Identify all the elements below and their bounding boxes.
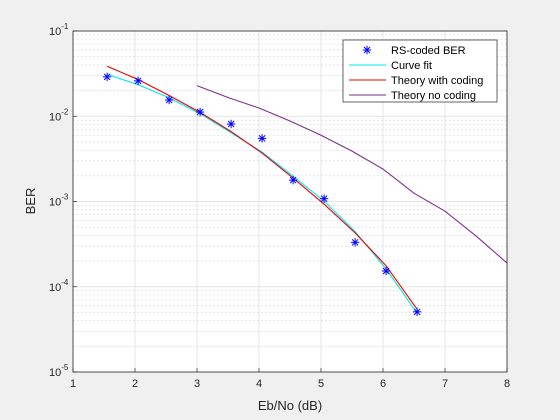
marker-stroke xyxy=(351,238,359,246)
legend-entry-theory-with-coding: Theory with coding xyxy=(349,75,483,87)
data-point xyxy=(164,95,174,105)
marker-stroke xyxy=(289,176,297,184)
x-tick-label: 7 xyxy=(442,378,448,390)
series-line-theory-with-coding xyxy=(106,65,418,310)
series-line-theory-no-coding xyxy=(196,85,508,264)
legend-entry-curve-fit: Curve fit xyxy=(349,60,432,72)
x-axis-label: Eb/No (dB) xyxy=(258,398,322,413)
marker-stroke xyxy=(134,77,142,85)
x-tick-label: 5 xyxy=(318,378,324,390)
y-tick-label: 10-3 xyxy=(49,193,69,209)
legend-label: RS-coded BER xyxy=(391,45,466,57)
marker-stroke xyxy=(227,120,235,128)
x-tick-label: 2 xyxy=(132,378,138,390)
data-point xyxy=(133,76,143,86)
data-point xyxy=(288,175,298,185)
x-tick-label: 8 xyxy=(504,378,510,390)
x-tick-label: 1 xyxy=(70,378,76,390)
y-tick-label: 10-1 xyxy=(49,22,69,38)
legend-label: Curve fit xyxy=(391,60,432,72)
marker-stroke xyxy=(258,135,266,142)
marker-stroke xyxy=(103,73,111,81)
y-tick-label: 10-5 xyxy=(49,363,69,379)
data-point xyxy=(412,307,422,317)
data-point xyxy=(257,134,267,143)
legend-label: Theory no coding xyxy=(391,90,476,102)
data-point xyxy=(319,194,329,203)
data-point xyxy=(381,266,391,276)
data-point xyxy=(350,238,360,247)
y-axis-label: BER xyxy=(23,188,38,215)
data-point xyxy=(226,119,236,129)
series-rs-coded-ber xyxy=(102,72,422,317)
x-tick-label: 6 xyxy=(380,378,386,390)
legend-marker xyxy=(362,45,372,55)
legend-entry-rs-coded-ber: RS-coded BER xyxy=(362,45,466,57)
legend-label: Theory with coding xyxy=(391,75,483,87)
marker-stroke xyxy=(413,308,421,316)
minor-grid xyxy=(73,34,507,347)
marker-stroke xyxy=(363,46,371,54)
legend: RS-coded BER Curve fit Theory with coding T… xyxy=(342,39,498,103)
data-point xyxy=(195,107,205,117)
marker-stroke xyxy=(165,96,173,104)
marker-stroke xyxy=(196,108,204,116)
y-tick-label: 10-4 xyxy=(49,278,69,294)
marker-stroke xyxy=(382,267,390,275)
y-tick-label: 10-2 xyxy=(49,107,69,123)
x-tick-label: 4 xyxy=(256,378,262,390)
legend-entry-theory-no-coding: Theory no coding xyxy=(349,90,476,102)
data-point xyxy=(102,72,112,82)
series-layer xyxy=(102,65,508,317)
marker-stroke xyxy=(320,195,328,203)
ticks-layer: 1 2 3 4 5 6 7 8 10-5 10-4 10-3 10-2 10-1 xyxy=(49,22,510,390)
x-tick-label: 3 xyxy=(194,378,200,390)
